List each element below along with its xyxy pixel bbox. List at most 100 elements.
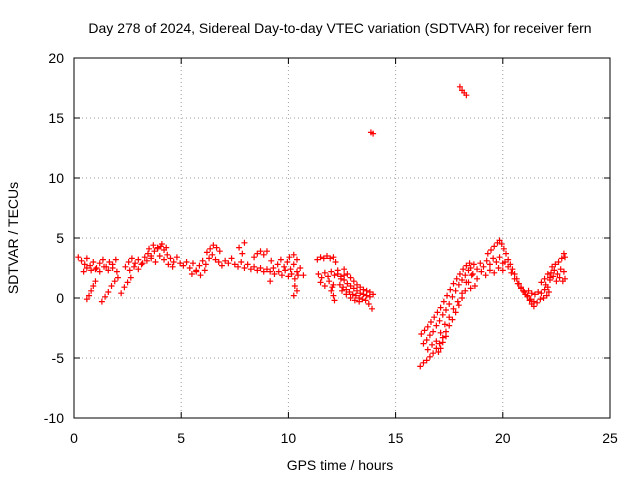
data-point [118, 290, 125, 297]
data-point [105, 267, 112, 274]
data-point [278, 272, 285, 279]
data-point [244, 261, 251, 268]
data-point [463, 92, 470, 99]
data-point [463, 262, 470, 269]
data-point [442, 333, 449, 340]
data-point [493, 259, 500, 265]
data-point [188, 271, 195, 277]
data-point [449, 293, 456, 300]
data-point [169, 263, 176, 270]
data-point [436, 317, 443, 324]
data-point [467, 265, 474, 271]
data-point [90, 259, 97, 265]
y-tick-label: 10 [48, 170, 64, 186]
data-point [328, 268, 335, 275]
data-point [354, 281, 361, 288]
data-point [423, 337, 430, 343]
data-point [488, 247, 495, 253]
y-tick-label: 15 [48, 110, 64, 126]
data-point [132, 260, 139, 267]
data-point [440, 298, 447, 305]
data-point [518, 285, 525, 292]
data-point [158, 241, 165, 247]
data-point [93, 265, 100, 271]
data-point [156, 253, 163, 259]
data-point [468, 272, 475, 279]
data-point [496, 237, 503, 244]
data-point [462, 272, 469, 279]
data-point [128, 255, 135, 262]
data-point [80, 268, 87, 275]
data-point [124, 279, 131, 286]
data-point [99, 256, 106, 263]
data-point [421, 327, 428, 334]
y-tick-labels: -10 -5 0 5 10 15 20 [44, 50, 64, 426]
data-point [213, 244, 220, 251]
data-point [556, 274, 563, 281]
data-point [446, 322, 453, 329]
data-point [215, 259, 222, 265]
data-point [514, 280, 521, 287]
data-point [293, 268, 300, 275]
data-point [112, 256, 119, 263]
data-point [135, 266, 142, 273]
data-point [83, 296, 90, 303]
data-point [347, 274, 354, 281]
data-point [528, 290, 535, 297]
data-point [433, 338, 440, 345]
data-point [439, 311, 446, 318]
data-point [491, 269, 498, 276]
data-point [431, 314, 438, 321]
data-point [359, 296, 366, 303]
data-point [505, 263, 512, 270]
data-point [477, 260, 484, 267]
data-point [146, 245, 153, 252]
data-point [270, 265, 277, 271]
data-point [426, 332, 433, 339]
data-point [526, 297, 533, 304]
data-point [466, 260, 473, 267]
data-point [125, 259, 132, 265]
data-point [341, 277, 348, 283]
data-point [349, 291, 356, 298]
data-point [291, 275, 298, 282]
data-point [525, 287, 532, 294]
data-point [284, 259, 291, 265]
data-point [474, 275, 481, 282]
data-point [552, 261, 559, 268]
data-point [257, 248, 264, 255]
data-point [148, 255, 155, 262]
data-point [452, 309, 459, 316]
data-point [450, 305, 457, 312]
y-tick-label: 20 [48, 50, 64, 66]
data-point [263, 266, 270, 273]
data-point [452, 287, 459, 294]
data-point [541, 286, 548, 293]
data-point [203, 249, 210, 256]
data-point [109, 265, 116, 271]
data-point [441, 321, 448, 328]
data-point [201, 267, 208, 274]
data-point [542, 281, 549, 288]
data-point [551, 267, 558, 274]
data-point [339, 287, 345, 294]
data-point [102, 293, 109, 300]
data-point [329, 284, 336, 291]
data-point [317, 279, 324, 286]
data-point [285, 273, 292, 280]
data-point [417, 363, 424, 370]
data-point [455, 302, 462, 309]
data-point [206, 255, 213, 262]
data-point [453, 275, 460, 282]
y-tick-label: 5 [56, 230, 64, 246]
data-point [545, 289, 552, 295]
data-point [238, 259, 245, 265]
data-point [290, 251, 297, 258]
data-point [527, 296, 534, 303]
data-point [357, 284, 364, 291]
data-point [98, 298, 105, 305]
data-point [554, 271, 561, 277]
data-point [495, 265, 502, 271]
data-point [212, 256, 219, 263]
data-point [218, 262, 225, 269]
